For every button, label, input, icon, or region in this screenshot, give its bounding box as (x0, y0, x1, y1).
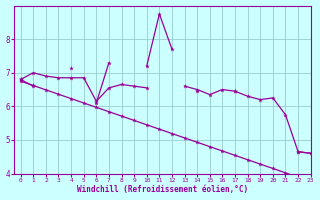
X-axis label: Windchill (Refroidissement éolien,°C): Windchill (Refroidissement éolien,°C) (77, 185, 248, 194)
